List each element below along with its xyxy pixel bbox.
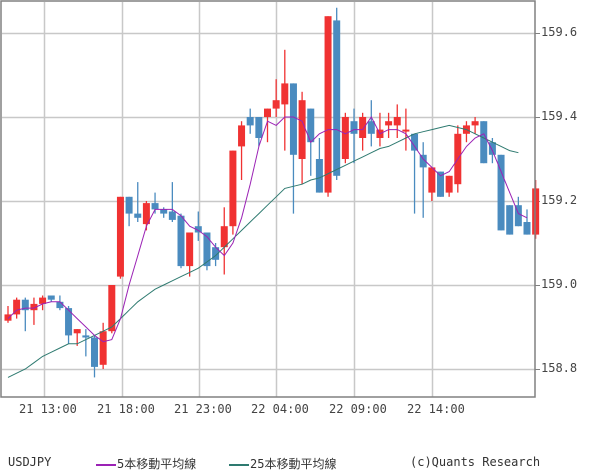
y-tick-label: 159.6 <box>541 25 578 39</box>
x-tick-label: 22 04:00 <box>251 402 309 416</box>
ma5-swatch-icon <box>96 463 116 466</box>
legend-ma5: 5本移動平均線 <box>96 455 196 472</box>
legend-ma25-label: 25本移動平均線 <box>250 457 337 471</box>
y-tick-label: 159.4 <box>541 109 578 123</box>
x-tick-label: 22 09:00 <box>329 402 387 416</box>
x-tick-label: 22 14:00 <box>407 402 465 416</box>
y-tick-label: 158.8 <box>541 361 578 375</box>
x-tick-label: 21 18:00 <box>97 402 155 416</box>
legend-ma5-label: 5本移動平均線 <box>117 457 197 471</box>
x-tick-label: 21 13:00 <box>19 402 77 416</box>
legend-ma25: 25本移動平均線 <box>229 455 336 472</box>
ma25-swatch-icon <box>229 463 249 466</box>
symbol-label: USDJPY <box>8 455 52 469</box>
y-tick-label: 159.2 <box>541 193 578 207</box>
credit-label: (c)Quants Research <box>410 455 541 469</box>
x-tick-label: 21 23:00 <box>174 402 232 416</box>
y-tick-label: 159.0 <box>541 277 578 291</box>
